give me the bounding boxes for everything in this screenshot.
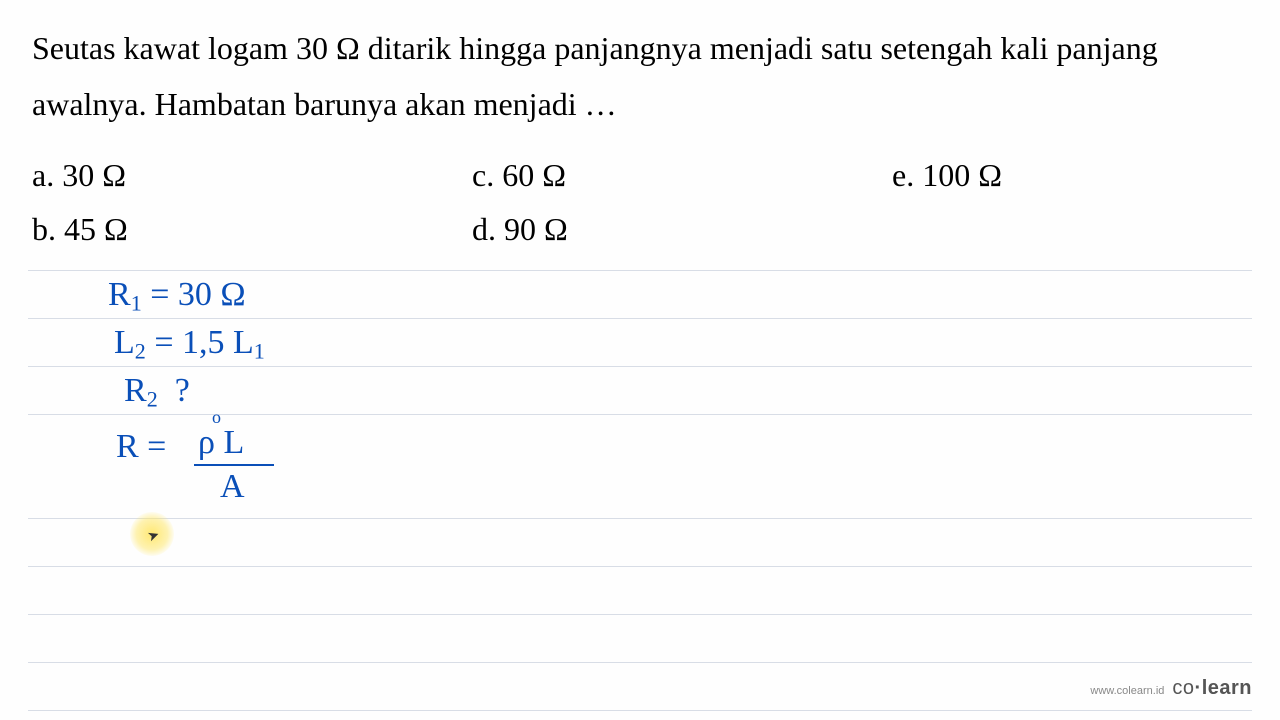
option-d: d. 90 Ω bbox=[472, 202, 892, 256]
option-b: b. 45 Ω bbox=[32, 202, 472, 256]
options-row: a. 30 Ω b. 45 Ω c. 60 Ω d. 90 Ω e. 100 Ω bbox=[32, 148, 1248, 257]
formula-denominator: A bbox=[220, 470, 245, 504]
work-line-2: L2 = 1,5 L1 bbox=[114, 326, 265, 363]
rho-l: ρ L bbox=[198, 424, 244, 461]
r1-subscript: 1 bbox=[131, 291, 142, 316]
options-column-3: e. 100 Ω bbox=[892, 148, 1192, 257]
r-equals: R = bbox=[116, 428, 166, 465]
ruled-line bbox=[28, 710, 1252, 711]
fraction-bar bbox=[194, 464, 274, 466]
option-a: a. 30 Ω bbox=[32, 148, 472, 202]
option-e: e. 100 Ω bbox=[892, 148, 1192, 202]
l2-subscript: 2 bbox=[135, 339, 146, 364]
ruled-line bbox=[28, 662, 1252, 663]
question-text: Seutas kawat logam 30 Ω ditarik hingga p… bbox=[32, 20, 1248, 132]
logo-learn: learn bbox=[1202, 677, 1252, 699]
footer-logo: co·learn bbox=[1172, 677, 1252, 700]
ruled-line bbox=[28, 318, 1252, 319]
formula-numerator: ρ L bbox=[198, 426, 244, 460]
option-c: c. 60 Ω bbox=[472, 148, 892, 202]
work-line-1: R1 = 30 Ω bbox=[108, 278, 246, 315]
ruled-line bbox=[28, 614, 1252, 615]
r1-value: = 30 Ω bbox=[142, 276, 246, 313]
r2-subscript: 2 bbox=[147, 387, 158, 412]
l1-subscript: 1 bbox=[254, 339, 265, 364]
lined-paper-area: R1 = 30 Ω L2 = 1,5 L1 R2 ? R = o ρ L A ➤ bbox=[28, 270, 1252, 720]
r1-symbol: R bbox=[108, 276, 131, 313]
l2-symbol: L bbox=[114, 324, 135, 361]
ruled-line bbox=[28, 518, 1252, 519]
ruled-line bbox=[28, 566, 1252, 567]
logo-co: co bbox=[1172, 677, 1194, 699]
ruled-line bbox=[28, 270, 1252, 271]
question-mark: ? bbox=[175, 372, 190, 409]
work-line-4-lhs: R = bbox=[116, 430, 166, 464]
question-area: Seutas kawat logam 30 Ω ditarik hingga p… bbox=[0, 0, 1280, 257]
footer: www.colearn.id co·learn bbox=[1090, 677, 1252, 700]
ruled-line bbox=[28, 366, 1252, 367]
l2-value: = 1,5 L bbox=[146, 324, 254, 361]
options-column-2: c. 60 Ω d. 90 Ω bbox=[472, 148, 892, 257]
r2-symbol: R bbox=[124, 372, 147, 409]
options-column-1: a. 30 Ω b. 45 Ω bbox=[32, 148, 472, 257]
work-line-3: R2 ? bbox=[124, 374, 190, 411]
logo-dot: · bbox=[1195, 677, 1202, 699]
footer-url: www.colearn.id bbox=[1090, 685, 1164, 697]
area-a: A bbox=[220, 468, 245, 505]
